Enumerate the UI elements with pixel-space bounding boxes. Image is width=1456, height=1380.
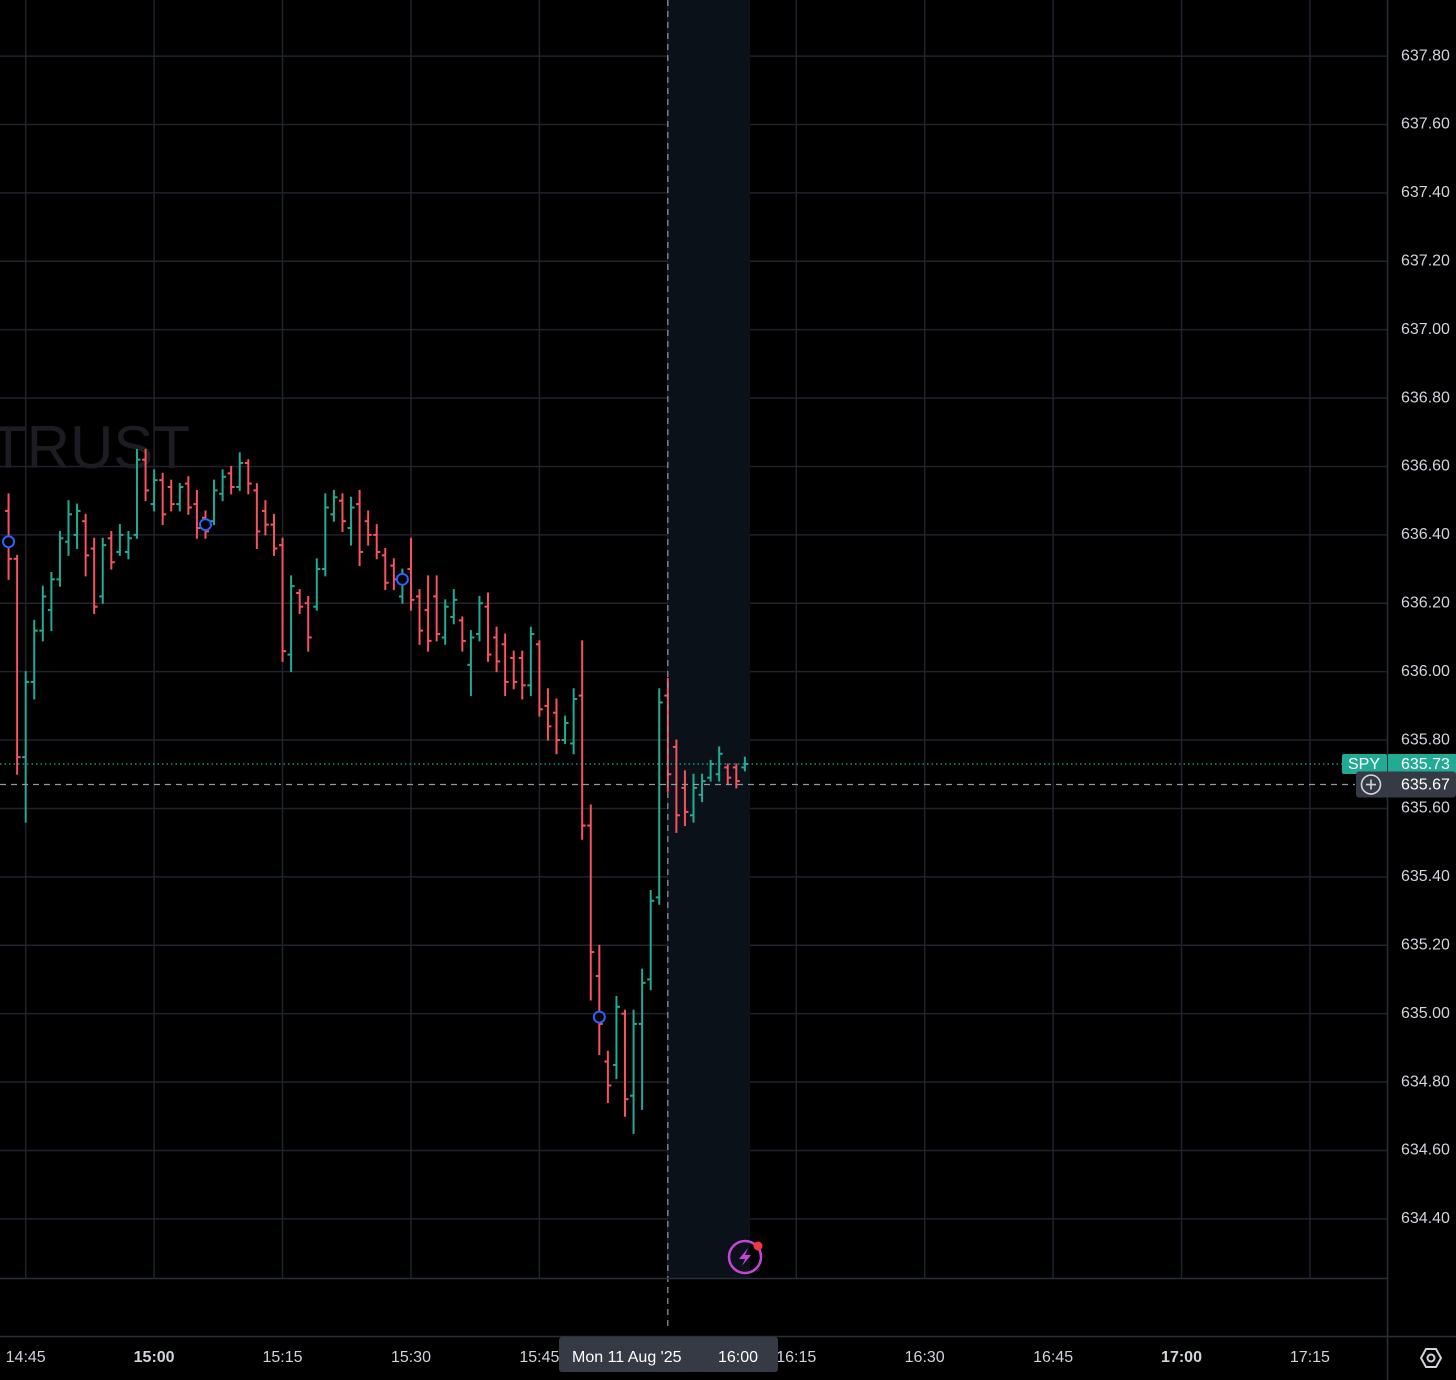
y-tick-label: 634.40	[1401, 1210, 1450, 1227]
last-price-symbol-box	[1342, 753, 1387, 774]
last-price-box	[1388, 753, 1456, 774]
y-tick-label: 635.80	[1401, 731, 1450, 748]
event-marker[interactable]	[395, 572, 409, 586]
y-tick-label: 636.80	[1401, 389, 1450, 406]
settings-icon[interactable]	[1419, 1348, 1443, 1368]
crosshair-date: Mon 11 Aug '25	[572, 1349, 682, 1366]
y-tick-label: 637.80	[1401, 47, 1450, 64]
event-marker[interactable]	[592, 1010, 606, 1024]
y-tick-label: 636.40	[1401, 526, 1450, 543]
y-tick-label: 636.20	[1401, 594, 1450, 611]
add-alert-plus	[1366, 779, 1376, 790]
y-tick-label: 635.20	[1401, 936, 1450, 953]
crosshair-time: 16:00	[718, 1349, 758, 1366]
extended-hours-shade	[668, 0, 750, 1278]
y-tick-label: 636.60	[1401, 458, 1450, 475]
add-alert-button[interactable]	[1360, 774, 1382, 795]
y-tick-label: 637.20	[1401, 252, 1450, 269]
x-tick-label: 16:30	[905, 1349, 945, 1366]
y-tick-label: 636.00	[1401, 663, 1450, 680]
y-tick-label: 634.80	[1401, 1073, 1450, 1090]
y-tick-label: 637.40	[1401, 184, 1450, 201]
x-tick-label: 17:00	[1161, 1349, 1202, 1366]
overlay	[0, 0, 1387, 1330]
x-tick-label: 14:45	[6, 1349, 46, 1366]
y-tick-label: 635.00	[1401, 1005, 1450, 1022]
crosshair-time-box	[559, 1337, 778, 1372]
event-marker[interactable]	[2, 535, 16, 549]
x-tick-label: 15:00	[134, 1349, 175, 1366]
add-alert-circle	[1360, 774, 1382, 795]
last-price-symbol: SPY	[1348, 756, 1380, 773]
event-marker[interactable]	[198, 518, 212, 532]
x-tick-label: 17:15	[1290, 1349, 1330, 1366]
lightning-icon[interactable]	[727, 1239, 763, 1275]
y-tick-label: 637.60	[1401, 116, 1450, 133]
y-tick-label: 635.40	[1401, 868, 1450, 885]
last-price-label: 635.73	[1401, 756, 1450, 773]
x-tick-label: 16:15	[776, 1349, 816, 1366]
x-tick-label: 15:45	[519, 1349, 559, 1366]
y-tick-label: 634.60	[1401, 1142, 1450, 1159]
y-tick-label: 635.60	[1401, 800, 1450, 817]
x-tick-label: 16:45	[1033, 1349, 1073, 1366]
axis-labels: 634.40 634.60 634.80 635.00 635.20 635.40 635.…	[6, 47, 1456, 1366]
bars	[2, 448, 749, 1134]
x-tick-label: 15:15	[263, 1349, 303, 1366]
crosshair-price-label: 635.67	[1401, 777, 1450, 794]
watermark: TRUST	[0, 414, 190, 481]
x-tick-label: 15:30	[391, 1349, 431, 1366]
crosshair-price-box	[1356, 771, 1456, 798]
y-tick-label: 637.00	[1401, 321, 1450, 338]
